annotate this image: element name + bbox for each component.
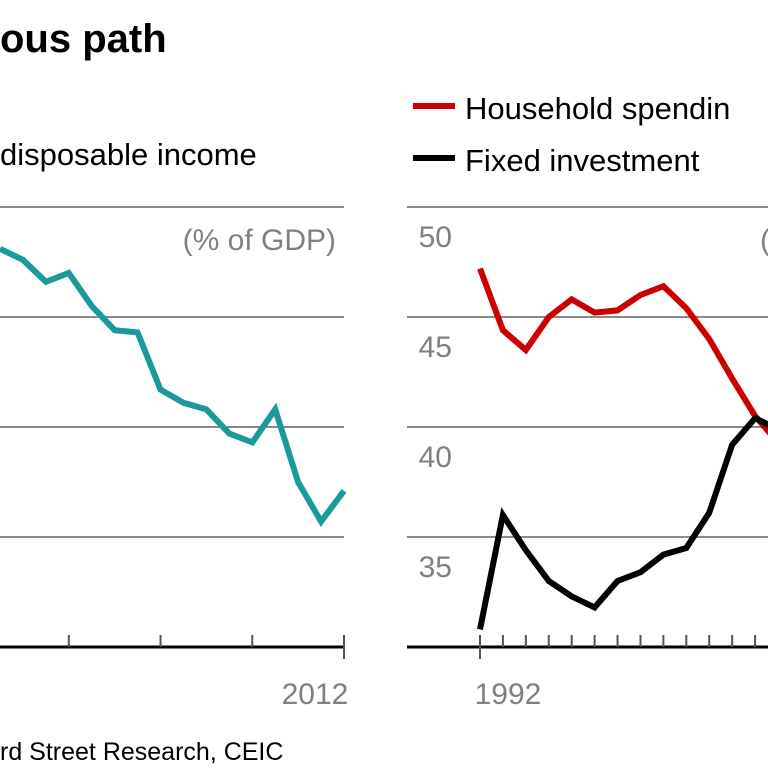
x-tick-label-1992: 1992 [475,678,542,711]
series-line-fixed-investment [477,414,768,630]
series-line-household-spending [477,267,768,436]
chart-title: ous path [0,17,167,61]
legend: Household spendin Fixed investment [413,91,730,178]
left-subtitle: disposable income [0,137,257,172]
y-tick-label: 40 [419,441,452,474]
left-chart [0,206,347,659]
source-note: rd Street Research, CEIC [0,738,283,766]
legend-label-household: Household spendin [465,91,730,126]
left-unit-label: (% of GDP) [183,224,336,257]
right-chart: 50 45 40 35 [407,206,768,659]
legend-label-fixed: Fixed investment [465,143,700,178]
y-tick-label: 45 [419,331,452,364]
y-tick-label: 35 [419,551,452,584]
y-tick-label: 50 [419,221,452,254]
series-line-disposable-income [0,246,347,528]
x-tick-label-2012: 2012 [282,678,349,711]
right-unit-label: ( [760,224,768,257]
